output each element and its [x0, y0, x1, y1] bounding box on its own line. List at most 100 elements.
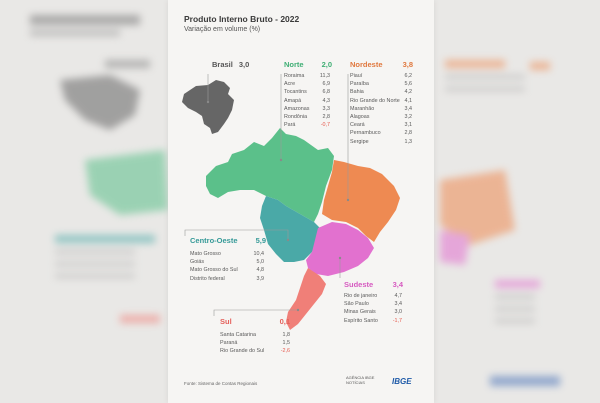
state-value: 2,8: [404, 130, 413, 137]
norte-value: 2,0: [321, 60, 332, 69]
state-row: São Paulo 3,4: [344, 300, 402, 308]
state-value: -0,7: [320, 122, 330, 129]
centro-oeste-state-list: Mato Grosso 10,4 Goiás 5,0 Mato Grosso do Su…: [190, 250, 264, 283]
state-value: -2,6: [280, 348, 290, 355]
state-row: Espírito Santo -1,7: [344, 317, 402, 325]
state-row: Maranhão 3,4: [350, 105, 412, 113]
state-row: Rondônia 2,8: [284, 113, 330, 121]
state-value: 3,4: [404, 105, 413, 112]
state-name: Ceará: [350, 122, 365, 129]
state-row: Mato Grosso do Sul 4,8: [190, 266, 264, 274]
state-row: Mato Grosso 10,4: [190, 250, 264, 258]
state-row: Minas Gerais 3,0: [344, 308, 402, 316]
page-subtitle: Variação em volume (%): [184, 26, 261, 33]
centro-oeste-value: 5,9: [255, 236, 266, 245]
state-value: 3,3: [322, 105, 331, 112]
state-name: Piauí: [350, 73, 363, 79]
norte-label: Norte: [284, 60, 304, 69]
state-name: Rio Grande do Sul: [220, 348, 265, 355]
state-row: Acre 6,9: [284, 80, 330, 88]
state-name: Paraíba: [350, 81, 369, 88]
state-name: Paraná: [220, 340, 238, 347]
state-value: 1,5: [282, 340, 291, 347]
norte-state-list: Roraima 11,3 Acre 6,9 Tocantins 6,8 Amapá 4,3 Am…: [284, 72, 330, 129]
sudeste-state-list: Rio de janeiro 4,7 São Paulo 3,4 Minas Gerai…: [344, 292, 402, 325]
state-value: 6,8: [322, 89, 331, 96]
state-value: 4,7: [394, 293, 403, 299]
nordeste-state-list: Piauí 6,2 Paraíba 5,6 Bahia 4,2 Rio Grande do …: [350, 72, 412, 146]
state-value: 5,0: [256, 259, 265, 266]
state-value: 4,1: [404, 97, 413, 104]
state-row: Paraná 1,5: [220, 339, 290, 347]
state-name: Rondônia: [284, 113, 308, 120]
state-value: 3,4: [394, 301, 403, 308]
state-name: Distrito federal: [190, 275, 225, 282]
state-name: Tocantins: [284, 89, 307, 96]
state-row: Rio Grande do Sul -2,6: [220, 347, 290, 355]
region-sul: [286, 268, 326, 330]
leader-dots: [206, 100, 350, 312]
nordeste-heading: Nordeste 3,8: [350, 60, 413, 69]
state-name: Sergipe: [350, 138, 369, 145]
state-value: 6,2: [404, 73, 413, 79]
state-name: São Paulo: [344, 301, 369, 308]
page-title: Produto Interno Bruto - 2022: [184, 14, 300, 24]
state-value: 1,8: [282, 332, 291, 338]
state-value: 5,6: [404, 81, 413, 88]
agencia-logo-text: AGÊNCIA IBGE: [346, 375, 375, 380]
state-value: 3,2: [404, 113, 413, 120]
region-sudeste: [306, 222, 374, 276]
nordeste-value: 3,8: [402, 60, 413, 69]
infographic-card: Produto Interno Bruto - 2022 Variação em…: [168, 0, 434, 403]
state-row: Rio de janeiro 4,7: [344, 292, 402, 300]
brasil-map-icon: [182, 80, 234, 134]
sul-value: 0,1: [279, 317, 290, 326]
sul-state-list: Santa Catarina 1,8 Paraná 1,5 Rio Grande do …: [220, 331, 290, 356]
state-row: Distrito federal 3,9: [190, 275, 264, 283]
state-row: Roraima 11,3: [284, 72, 330, 80]
sul-heading: Sul 0,1: [220, 317, 290, 326]
sudeste-heading: Sudeste 3,4: [344, 280, 403, 289]
state-value: 3,9: [256, 275, 265, 282]
state-row: Santa Catarina 1,8: [220, 331, 290, 339]
state-name: Bahia: [350, 89, 364, 96]
centro-oeste-heading: Centro-Oeste 5,9: [190, 236, 266, 245]
sudeste-value: 3,4: [392, 280, 403, 289]
state-row: Paraíba 5,6: [350, 80, 412, 88]
state-name: Pará: [284, 122, 296, 129]
state-value: 2,8: [322, 113, 331, 120]
state-name: Amazonas: [284, 105, 310, 112]
agencia-ibge-logo: AGÊNCIA IBGE NOTÍCIAS: [346, 375, 375, 385]
state-name: Maranhão: [350, 105, 375, 112]
region-norte: [206, 128, 334, 222]
brazil-regions-map-icon: [182, 74, 400, 330]
state-value: 6,9: [322, 81, 331, 88]
brasil-value: 3,0: [238, 60, 250, 69]
centro-oeste-label: Centro-Oeste: [190, 236, 238, 245]
state-name: Santa Catarina: [220, 332, 256, 338]
state-row: Amapá 4,3: [284, 97, 330, 105]
state-row: Sergipe 1,3: [350, 138, 412, 146]
state-value: 11,3: [319, 73, 330, 79]
state-row: Alagoas 3,2: [350, 113, 412, 121]
state-value: 10,4: [253, 251, 265, 257]
state-name: Espírito Santo: [344, 317, 378, 324]
ibge-logo: IBGE: [392, 377, 412, 386]
state-row: Goiás 5,0: [190, 258, 264, 266]
state-name: Amapá: [284, 97, 302, 104]
norte-heading: Norte 2,0: [284, 60, 332, 69]
state-name: Pernambuco: [350, 130, 381, 137]
state-name: Acre: [284, 81, 296, 88]
state-row: Amazonas 3,3: [284, 105, 330, 113]
region-centro-oeste: [260, 196, 320, 262]
sul-label: Sul: [220, 317, 232, 326]
state-row: Tocantins 6,8: [284, 88, 330, 96]
state-value: 4,3: [322, 97, 331, 104]
state-row: Pernambuco 2,8: [350, 129, 412, 137]
state-row: Piauí 6,2: [350, 72, 412, 80]
state-value: -1,7: [392, 317, 402, 324]
state-name: Rio de janeiro: [344, 293, 378, 299]
state-name: Goiás: [190, 259, 205, 266]
